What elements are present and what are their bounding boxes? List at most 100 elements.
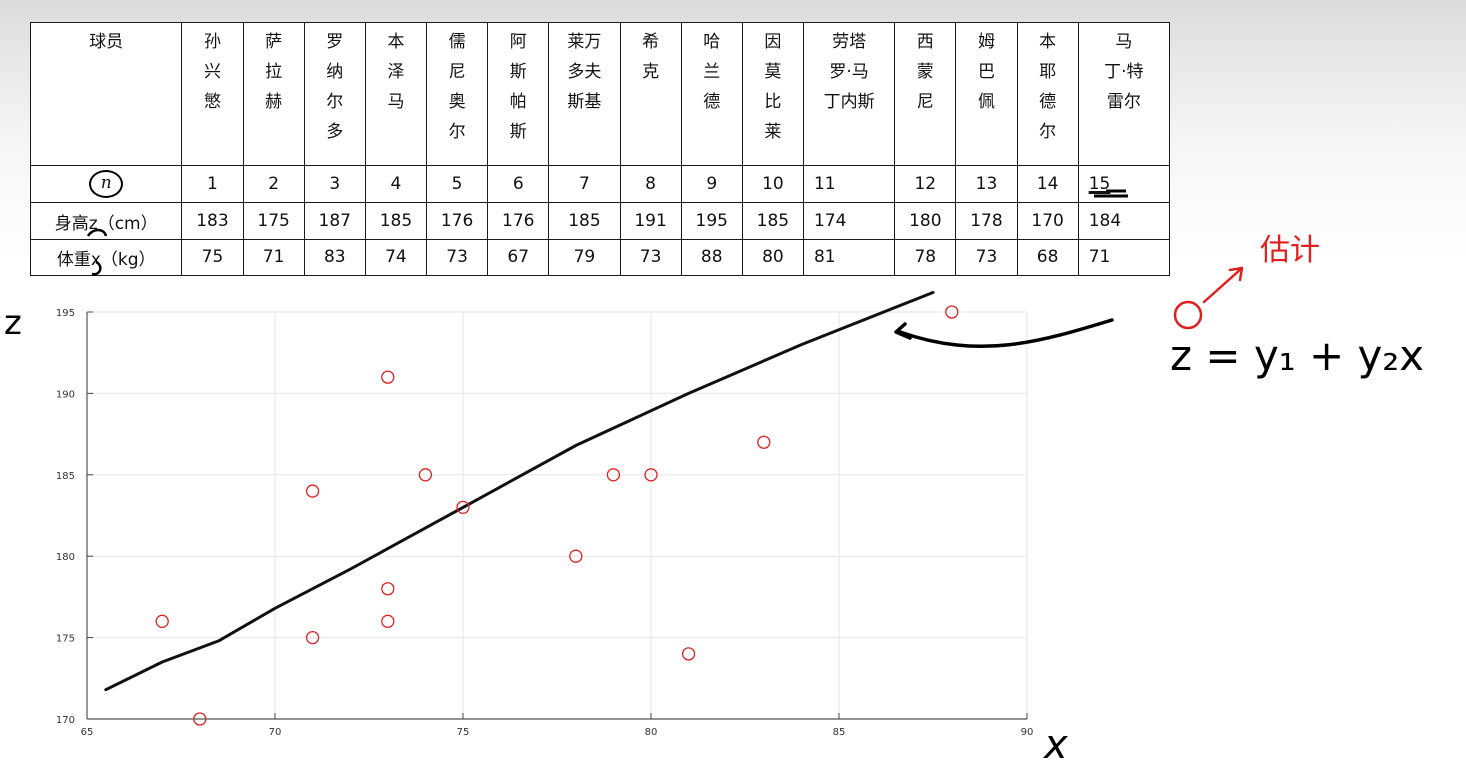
player-name-char: 姆 <box>977 32 995 52</box>
red-arrow <box>1202 266 1244 304</box>
player-name-char: 阿 <box>509 32 527 52</box>
player-name-char: 莫 <box>764 62 782 82</box>
player-name-char: 斯 <box>509 122 527 142</box>
hat-circle-mark <box>1173 300 1203 330</box>
weight-value: 73 <box>426 238 489 277</box>
player-name-char: 兴 <box>203 62 221 82</box>
weight-value: 71 <box>242 238 305 277</box>
player-name-col-11: 劳塔 罗·马 丁内斯 <box>802 21 896 167</box>
x-axis-label: x <box>1042 722 1068 768</box>
data-point <box>381 582 395 596</box>
data-point <box>644 468 658 482</box>
player-name-char: 泽 <box>387 62 405 82</box>
player-name-col-13: 姆巴佩 <box>955 21 1018 167</box>
weight-value: 68 <box>1016 238 1079 277</box>
player-name-char: 萨 <box>265 32 283 52</box>
height-value: 195 <box>680 202 743 240</box>
player-name-col-5: 儒尼奥尔 <box>426 21 489 167</box>
data-point <box>757 435 771 449</box>
weight-label: 体重x（kg） <box>29 238 183 277</box>
data-point <box>456 500 470 515</box>
z-axis-label: z <box>4 303 22 343</box>
player-name-char: 斯 <box>509 62 527 82</box>
player-name-col-1: 孙兴慜 <box>181 21 244 167</box>
y-tick-label: 185 <box>56 471 75 482</box>
player-name-char: 莱万 <box>567 32 602 52</box>
player-name-char: 斯基 <box>567 92 602 112</box>
data-point <box>155 614 169 628</box>
player-name-col-8: 希克 <box>619 21 682 167</box>
height-value: 183 <box>181 202 244 240</box>
y-tick-label: 195 <box>56 308 75 319</box>
player-name-char: 蒙 <box>916 62 934 82</box>
n-label-cell: n <box>29 165 183 204</box>
player-name-char: 多夫 <box>567 62 602 82</box>
data-point <box>606 468 621 482</box>
player-name-char: 本 <box>387 32 405 52</box>
player-name-col-3: 罗纳尔多 <box>303 21 366 167</box>
data-points <box>155 305 959 726</box>
weight-value: 81 <box>802 238 896 277</box>
player-name-char: 西 <box>916 32 934 52</box>
height-value: 176 <box>426 202 489 240</box>
weight-row: 体重x（kg） 75 71 83 74 73 67 79 73 88 80 81 78 73 68 71 <box>29 238 1171 277</box>
n15-underline-mark <box>1094 189 1128 198</box>
player-name-char: 因 <box>764 32 782 52</box>
weight-value: 71 <box>1077 238 1171 277</box>
player-name-char: 雷尔 <box>1106 92 1141 112</box>
weight-value: 79 <box>548 238 621 277</box>
weight-value: 80 <box>741 238 804 277</box>
player-name-char: 德 <box>1039 92 1057 112</box>
player-name-char: 尔 <box>1039 122 1057 142</box>
player-name-col-2: 萨拉赫 <box>242 21 305 167</box>
player-name-char: 希 <box>642 32 660 52</box>
header-label: 球员 <box>29 21 183 167</box>
player-name-char: 比 <box>764 92 782 112</box>
player-name-row: 球员 孙兴慜萨拉赫罗纳尔多本泽马儒尼奥尔阿斯帕斯莱万 多夫 斯基希克哈兰德因莫比莱劳… <box>29 21 1171 167</box>
data-point <box>193 712 207 726</box>
estimate-annotation: 估计 <box>1260 233 1320 268</box>
player-name-col-4: 本泽马 <box>364 21 428 167</box>
player-name-char: 巴 <box>977 62 995 82</box>
player-name-col-10: 因莫比莱 <box>741 21 804 167</box>
player-name-char: 多 <box>326 122 344 142</box>
data-point <box>945 305 959 319</box>
data-point <box>381 614 395 628</box>
data-point <box>569 549 583 563</box>
player-name-char: 本 <box>1039 32 1057 52</box>
axes: 65 70 75 80 85 90 170 175 180 185 190 195 <box>56 308 1033 738</box>
data-table: 球员 孙兴慜萨拉赫罗纳尔多本泽马儒尼奥尔阿斯帕斯莱万 多夫 斯基希克哈兰德因莫比莱劳… <box>29 21 1171 277</box>
data-point <box>381 370 395 384</box>
weight-value: 75 <box>181 238 244 277</box>
data-point <box>305 484 320 498</box>
player-name-char: 劳塔 <box>832 32 867 52</box>
player-name-char: 罗·马 <box>829 62 869 82</box>
weight-value: 78 <box>894 238 957 277</box>
player-name-char: 丁·特 <box>1104 62 1144 82</box>
player-name-col-12: 西蒙尼 <box>894 21 957 167</box>
n-value: 13 <box>955 165 1018 204</box>
weight-value: 73 <box>955 238 1018 277</box>
height-value: 191 <box>619 202 682 240</box>
pointer-arrowhead <box>894 322 912 340</box>
player-name-char: 孙 <box>203 32 221 52</box>
x-tick-label: 85 <box>833 727 846 738</box>
player-name-char: 慜 <box>203 92 221 112</box>
x-tick-label: 75 <box>457 727 470 738</box>
n-value: 2 <box>242 165 305 204</box>
player-name-char: 马 <box>1115 32 1133 52</box>
fit-line <box>104 291 935 692</box>
player-name-char: 尔 <box>448 122 466 142</box>
y-tick-label: 175 <box>56 634 75 645</box>
player-name-char: 德 <box>703 92 721 112</box>
x-tick-label: 90 <box>1021 727 1034 738</box>
height-value: 175 <box>242 202 305 240</box>
player-name-char: 兰 <box>703 62 721 82</box>
player-name-char: 佩 <box>977 92 995 112</box>
weight-value: 73 <box>619 238 682 277</box>
height-value: 176 <box>487 202 550 240</box>
data-point <box>418 468 433 482</box>
height-row: 身高z（cm） 183 175 187 185 176 176 185 191 195 185 17… <box>29 202 1171 240</box>
player-name-char: 莱 <box>764 122 782 142</box>
